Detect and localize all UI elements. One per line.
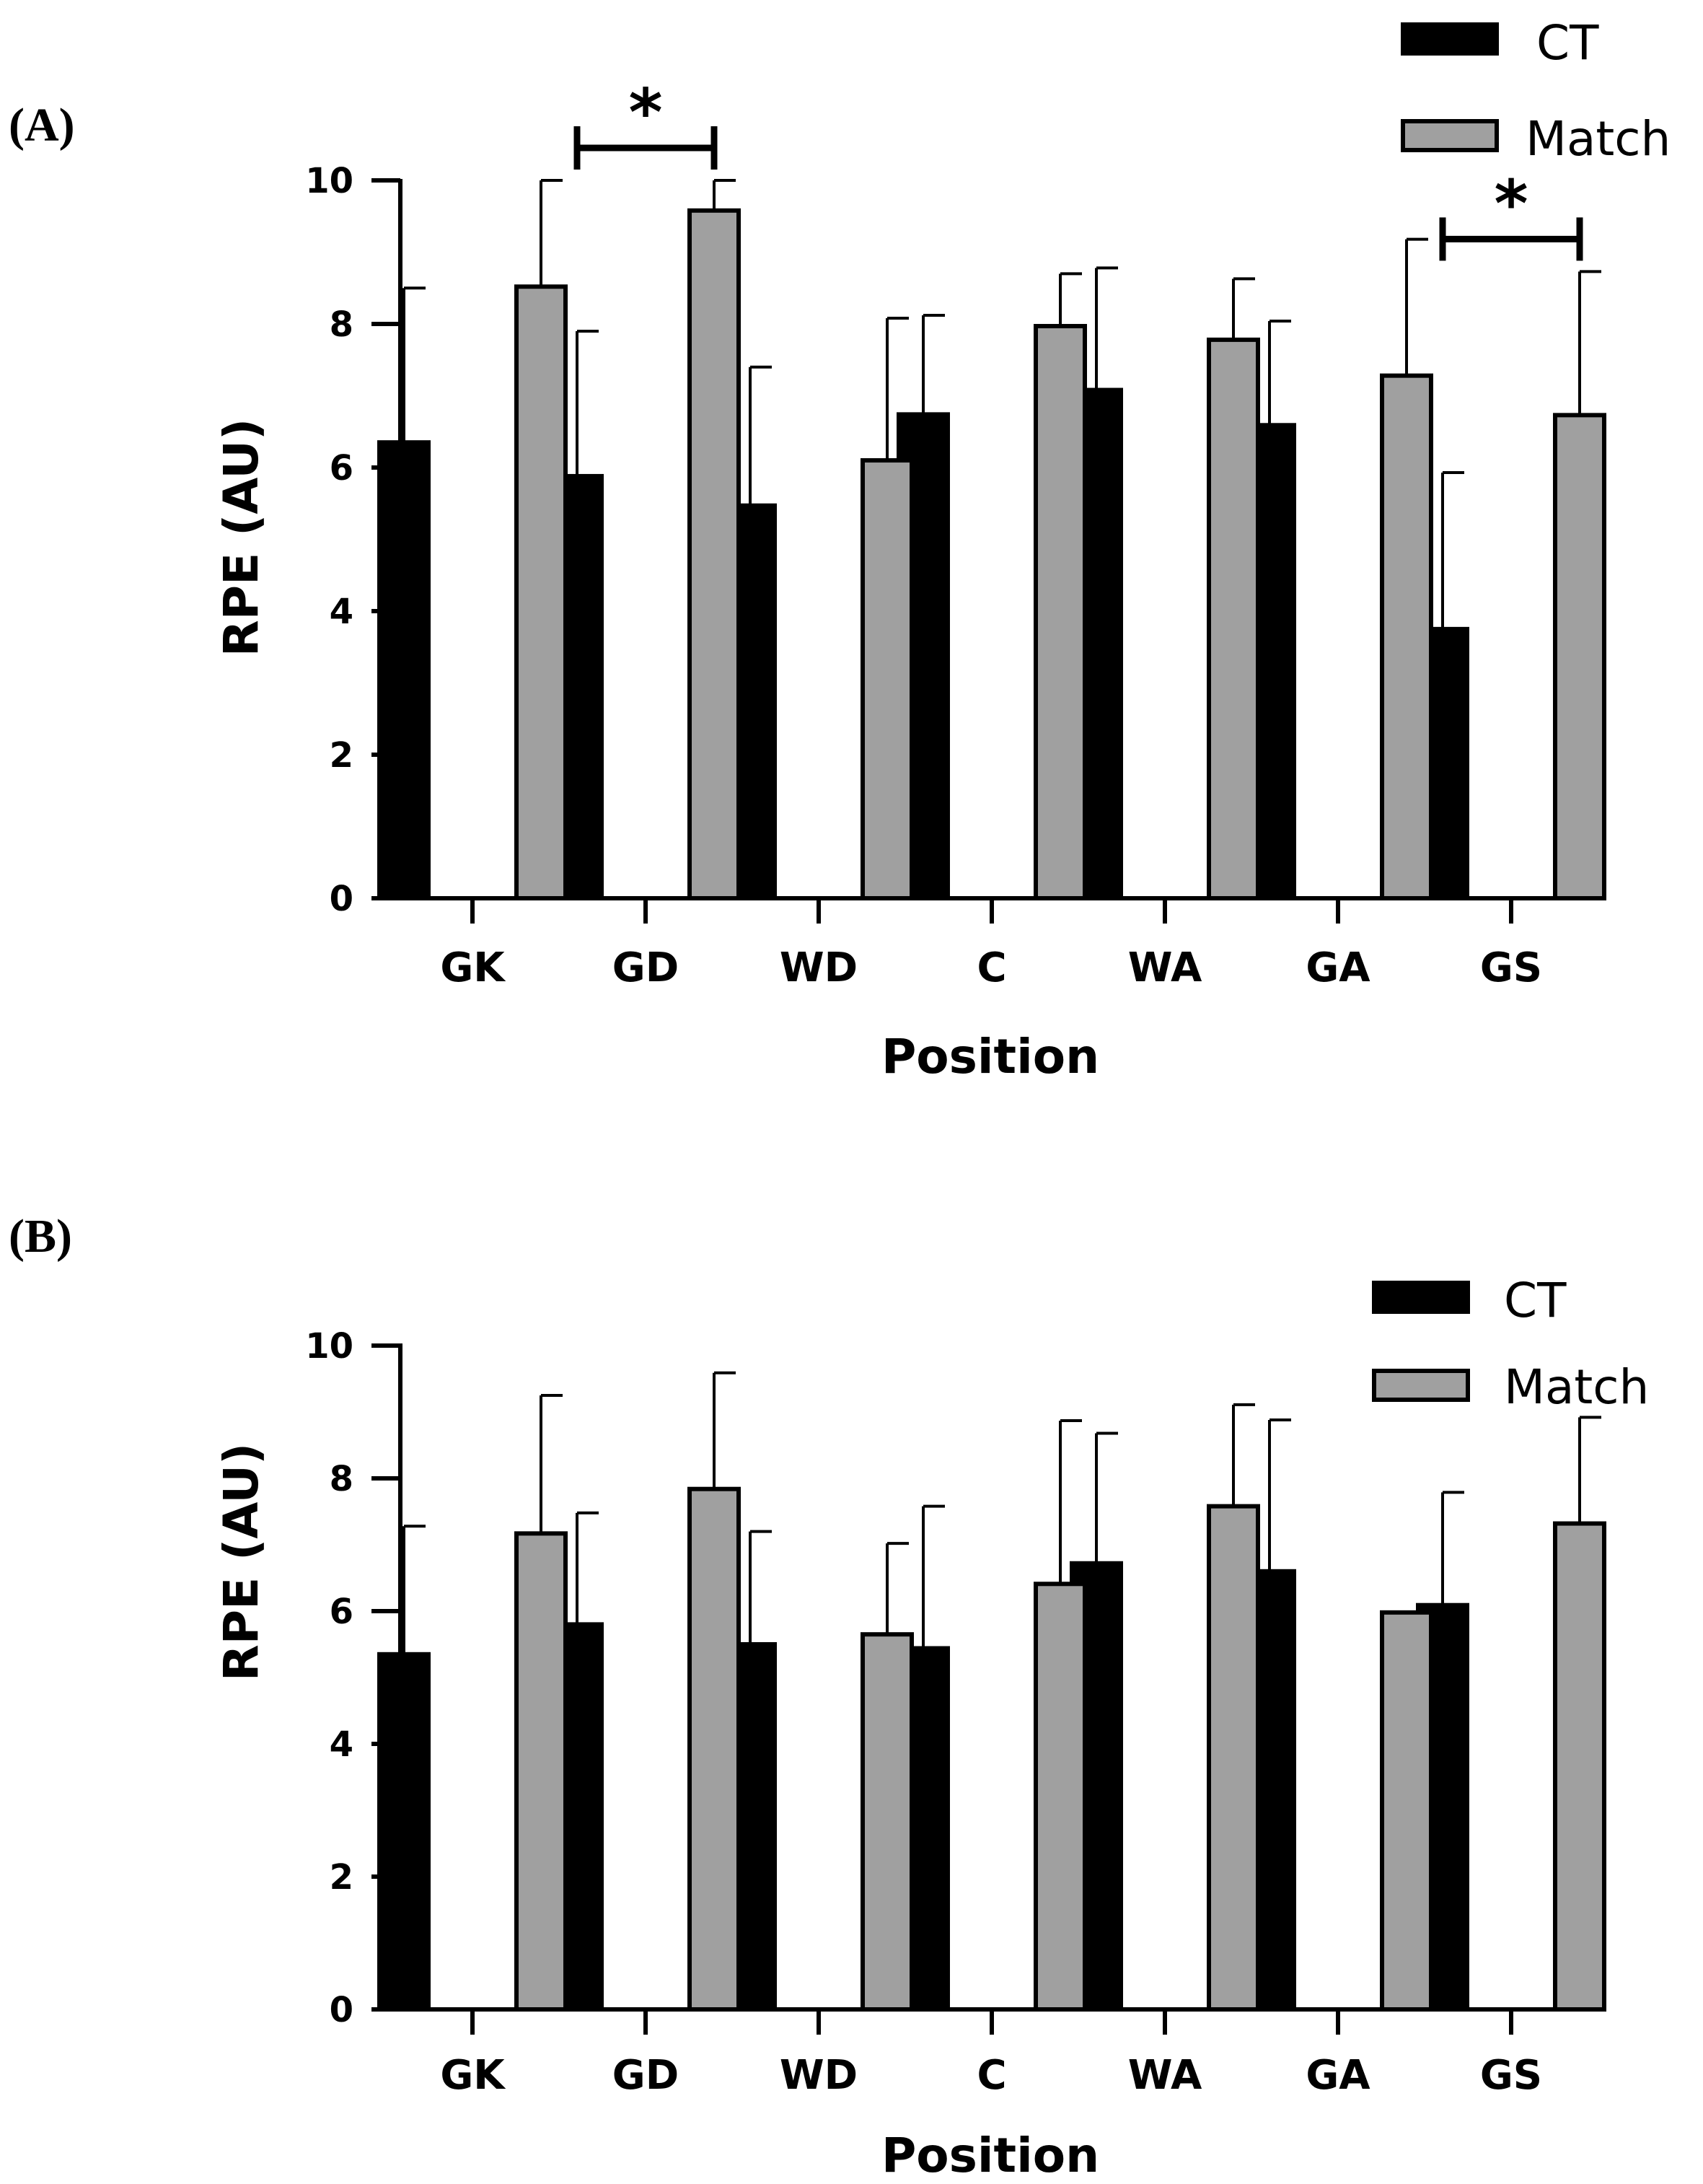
panel-a-legend-swatch-ct <box>1401 22 1499 56</box>
panel-a-y-tick-label: 2 <box>330 735 353 776</box>
panel-b-x-axis-title: Position <box>881 2128 1099 2183</box>
panel-a-significance-bracket: * <box>573 75 718 170</box>
panel-a-label: (A) <box>9 99 75 152</box>
panel-a-bar-match <box>1207 337 1260 900</box>
panel-b-bar-ct <box>377 1652 431 2012</box>
panel-a-bar-match <box>1380 373 1433 900</box>
panel-b-x-tick-label: C <box>977 2052 1006 2099</box>
panel-b-y-tick-label: 2 <box>330 1857 353 1898</box>
panel-b-y-tick-label: 6 <box>330 1592 353 1632</box>
panel-b-bar-match <box>514 1531 568 2012</box>
panel-a-bar-ct <box>377 440 431 900</box>
panel-b-x-tick-label: GS <box>1480 2052 1542 2099</box>
panel-a-y-tick-label: 0 <box>330 879 353 919</box>
panel-a-bar-match <box>1034 323 1087 900</box>
panel-a-y-tick-label: 6 <box>330 448 353 488</box>
panel-a-plot-area: ** <box>377 75 1606 901</box>
panel-b-legend-swatch-ct <box>1372 1281 1470 1314</box>
panel-a-y-tick-label: 4 <box>330 592 353 632</box>
panel-b-bar-match <box>1207 1504 1260 2012</box>
panel-a-legend-label-ct: CT <box>1536 15 1599 71</box>
panel-a-legend-label-match: Match <box>1526 111 1671 167</box>
panel-b-bar-match <box>861 1632 914 2012</box>
panel-b-bar-match <box>1553 1521 1606 2012</box>
panel-b-x-tick-label: GK <box>440 2052 506 2099</box>
panel-b-y-axis-title: RPE (AU) <box>214 1443 269 1681</box>
panel-a-significance-star: * <box>628 75 662 151</box>
panel-a-bar-match <box>1553 413 1606 900</box>
panel-a-x-tick-label: C <box>977 944 1006 991</box>
panel-b-bar-match <box>687 1486 741 2012</box>
panel-b-x-tick-label: GA <box>1306 2052 1370 2099</box>
panel-a-x-axis-title: Position <box>881 1029 1099 1084</box>
panel-a-legend: CT Match <box>1401 15 1671 167</box>
panel-b-y-tick-label: 4 <box>330 1724 353 1765</box>
panel-b-bar-match <box>1034 1582 1087 2012</box>
panel-a-x-tick-label: GD <box>612 944 679 991</box>
panel-b-x-tick-label: GD <box>612 2052 679 2099</box>
panel-b: (B) CT Match RPE (AU) 0 2 4 6 8 10 GK GD <box>9 1210 1649 2183</box>
panel-a-x-tick-label: WA <box>1128 944 1202 991</box>
panel-a-bar-match <box>861 458 914 900</box>
panel-b-x-tick-label: WA <box>1128 2052 1202 2099</box>
panel-b-legend-label-ct: CT <box>1504 1273 1567 1328</box>
panel-b-x-tick-label: WD <box>780 2052 858 2099</box>
panel-b-legend: CT Match <box>1372 1273 1649 1415</box>
panel-a-significance-bracket: * <box>1439 166 1583 261</box>
panel-a-x-tick-label: GA <box>1306 944 1370 991</box>
panel-a-x-tick-label: GK <box>440 944 506 991</box>
panel-b-y-tick-label: 8 <box>330 1459 353 1499</box>
panel-a-y-axis-title: RPE (AU) <box>214 418 269 657</box>
panel-a-legend-swatch-match <box>1401 119 1499 152</box>
panel-a-bar-match <box>514 284 568 900</box>
panel-a-x-tick-label: WD <box>780 944 858 991</box>
panel-b-label: (B) <box>9 1210 72 1263</box>
panel-b-y-tick-label: 10 <box>305 1326 353 1367</box>
panel-b-bar-match <box>1380 1610 1433 2012</box>
panel-a-significance-star: * <box>1494 166 1528 242</box>
panel-b-legend-label-match: Match <box>1504 1359 1649 1415</box>
panel-b-legend-swatch-match <box>1372 1369 1470 1402</box>
panel-b-plot-area <box>377 1371 1606 2012</box>
panel-a-bar-match <box>687 208 741 901</box>
panel-a: (A) CT Match RPE (AU) 0 2 4 6 8 10 GK GD <box>9 15 1671 1084</box>
panel-a-y-tick-label: 10 <box>305 161 353 201</box>
panel-b-y-tick-label: 0 <box>330 1990 353 2030</box>
panel-a-y-tick-label: 8 <box>330 304 353 345</box>
panel-a-x-tick-label: GS <box>1480 944 1542 991</box>
